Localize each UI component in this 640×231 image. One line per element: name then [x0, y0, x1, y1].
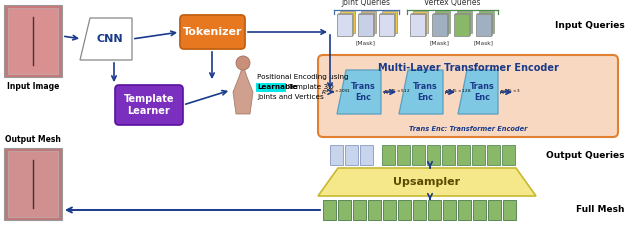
Bar — [4, 5, 62, 77]
Bar — [476, 14, 491, 36]
Bar — [397, 145, 410, 165]
Text: $R^{445\times2051}$: $R^{445\times2051}$ — [321, 87, 351, 97]
Bar — [413, 11, 428, 33]
FancyBboxPatch shape — [318, 55, 618, 137]
Bar — [457, 145, 470, 165]
Bar — [380, 13, 395, 35]
Text: Trans Enc: Transformer Encoder: Trans Enc: Transformer Encoder — [409, 126, 527, 132]
Text: Output Queries: Output Queries — [547, 151, 625, 159]
Text: Template
Learner: Template Learner — [124, 94, 174, 116]
Bar — [337, 14, 352, 36]
Bar — [457, 11, 472, 33]
Text: Template 3D: Template 3D — [286, 84, 333, 90]
Bar — [435, 11, 450, 33]
Bar — [338, 200, 351, 220]
Text: Output Mesh: Output Mesh — [5, 135, 61, 144]
Bar — [4, 148, 62, 220]
Bar — [432, 14, 447, 36]
Text: Joints and Vertices: Joints and Vertices — [257, 94, 324, 100]
Bar — [361, 11, 376, 33]
Text: [Mask]: [Mask] — [355, 40, 375, 45]
Bar — [360, 145, 373, 165]
Text: CNN: CNN — [97, 34, 124, 44]
Text: Vertex Queries: Vertex Queries — [424, 0, 480, 7]
Bar — [345, 145, 358, 165]
Bar — [428, 200, 441, 220]
Bar — [473, 200, 486, 220]
Bar — [488, 200, 501, 220]
Bar — [330, 145, 343, 165]
Polygon shape — [458, 70, 498, 114]
Text: Input Queries: Input Queries — [556, 21, 625, 30]
Bar — [410, 14, 425, 36]
Bar — [340, 11, 355, 33]
Bar — [454, 14, 469, 36]
FancyBboxPatch shape — [180, 15, 245, 49]
Text: Input Image: Input Image — [7, 82, 59, 91]
Text: [Mask]: [Mask] — [473, 40, 493, 45]
Bar — [379, 14, 394, 36]
Text: $R^{445\times128}$: $R^{445\times128}$ — [444, 87, 472, 97]
Text: Trans
Enc: Trans Enc — [351, 82, 376, 102]
Polygon shape — [399, 70, 443, 114]
Bar — [458, 200, 471, 220]
Bar — [8, 8, 58, 74]
Bar — [382, 145, 395, 165]
Polygon shape — [318, 168, 536, 196]
Polygon shape — [80, 18, 132, 60]
Bar — [398, 200, 411, 220]
Text: Positional Encoding using: Positional Encoding using — [257, 74, 349, 80]
Bar — [413, 200, 426, 220]
Bar — [487, 145, 500, 165]
Text: Joint Queries: Joint Queries — [342, 0, 390, 7]
Text: Trans
Enc: Trans Enc — [413, 82, 437, 102]
Polygon shape — [233, 65, 253, 114]
FancyBboxPatch shape — [115, 85, 183, 125]
Bar — [338, 13, 353, 35]
Text: [Mask]: [Mask] — [429, 40, 449, 45]
Bar — [358, 14, 373, 36]
Bar — [8, 151, 58, 217]
Text: Trans
Enc: Trans Enc — [470, 82, 494, 102]
Text: $R^{445\times3}$: $R^{445\times3}$ — [499, 87, 521, 97]
Bar — [433, 13, 448, 35]
Bar — [479, 11, 494, 33]
Bar — [443, 200, 456, 220]
Bar — [442, 145, 455, 165]
Text: Multi-Layer Transformer Encoder: Multi-Layer Transformer Encoder — [378, 63, 559, 73]
Bar — [359, 13, 374, 35]
Bar — [472, 145, 485, 165]
FancyBboxPatch shape — [256, 83, 286, 92]
Bar — [368, 200, 381, 220]
Bar — [382, 11, 397, 33]
Bar — [353, 200, 366, 220]
Text: $R^{445\times512}$: $R^{445\times512}$ — [383, 87, 410, 97]
Text: Tokenizer: Tokenizer — [183, 27, 243, 37]
Polygon shape — [337, 70, 381, 114]
Circle shape — [236, 56, 250, 70]
Text: Upsampler: Upsampler — [394, 177, 461, 187]
Bar — [503, 200, 516, 220]
Bar — [455, 13, 470, 35]
Bar — [323, 200, 336, 220]
Bar — [502, 145, 515, 165]
Bar — [412, 145, 425, 165]
Bar — [383, 200, 396, 220]
Bar — [427, 145, 440, 165]
Text: Learnable: Learnable — [257, 84, 298, 90]
Text: Full Mesh: Full Mesh — [577, 206, 625, 215]
Bar — [477, 13, 492, 35]
Bar — [411, 13, 426, 35]
